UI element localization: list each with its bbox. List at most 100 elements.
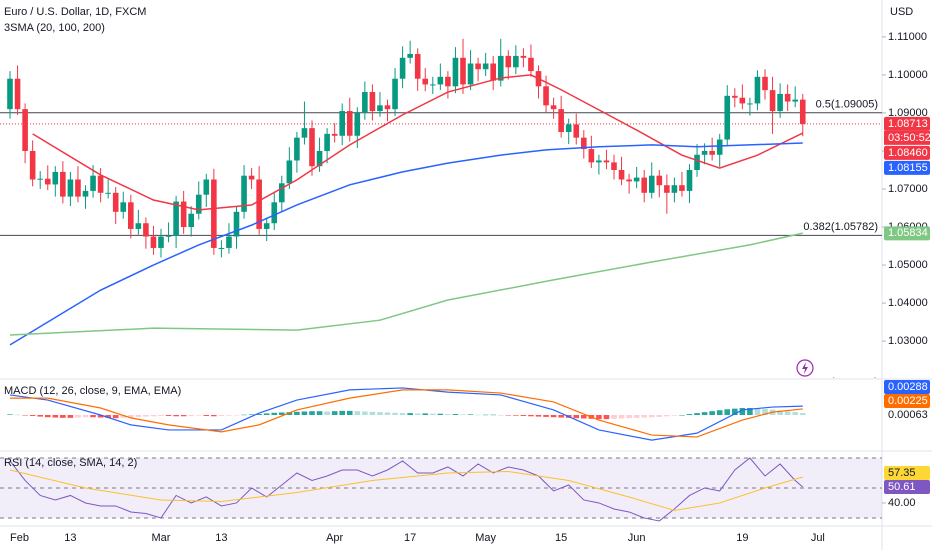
histogram-bar <box>279 412 285 415</box>
histogram-bar <box>29 415 36 416</box>
alert-icon[interactable] <box>796 359 814 377</box>
candle-body <box>241 175 247 212</box>
candle-body <box>709 150 715 155</box>
candle-body <box>37 178 43 180</box>
histogram-bar <box>467 414 474 415</box>
candle-body <box>97 175 104 193</box>
candle-body <box>150 236 157 248</box>
candle-body <box>324 133 330 151</box>
candle-body <box>716 139 723 155</box>
candle-body <box>452 57 459 87</box>
candle-body <box>747 103 753 105</box>
symbol-title: Euro / U.S. Dollar, 1D, FXCM <box>4 6 146 18</box>
level-label: 0.236(1.01705) <box>803 376 878 388</box>
histogram-bar <box>754 408 761 415</box>
histogram-bar <box>505 415 512 416</box>
y-tick-label: 1.10000 <box>888 69 928 81</box>
candle-body <box>279 183 285 203</box>
histogram-bar <box>784 411 791 415</box>
histogram-bar <box>762 408 768 415</box>
candle-body <box>611 162 617 170</box>
histogram-bar <box>777 410 783 415</box>
histogram-bar <box>641 415 647 418</box>
candle-body <box>732 95 738 98</box>
histogram-bar <box>165 415 172 416</box>
candle-body <box>618 169 625 180</box>
series-line <box>9 142 803 346</box>
histogram-bar <box>648 415 655 418</box>
x-tick-label: Jun <box>628 532 646 544</box>
candle-body <box>346 111 353 136</box>
candle-body <box>67 179 74 197</box>
candle-body <box>520 55 527 58</box>
histogram-bar <box>679 415 685 416</box>
histogram-bar <box>44 415 51 418</box>
histogram-bar <box>671 415 678 416</box>
x-tick-label: 15 <box>555 532 567 544</box>
price-label-bg <box>884 226 930 241</box>
candle-body <box>626 179 632 182</box>
candle-body <box>445 76 451 87</box>
last-value-label: 50.61 <box>888 481 916 493</box>
candle-body <box>437 76 444 85</box>
candle-body <box>369 92 376 112</box>
histogram-bar <box>732 408 738 415</box>
histogram-bar <box>90 415 96 418</box>
candle-body <box>354 112 361 136</box>
histogram-bar <box>294 411 300 415</box>
histogram-bar <box>475 414 481 416</box>
last-value-label: 0.00063 <box>888 409 928 421</box>
x-tick-label: 13 <box>64 532 76 544</box>
histogram-bar <box>686 414 693 415</box>
series-line <box>9 469 803 511</box>
x-tick-label: Apr <box>326 532 343 544</box>
histogram-bar <box>407 413 413 415</box>
candle-body <box>263 223 270 229</box>
rsi-pane <box>0 457 882 522</box>
candle-body <box>211 179 217 248</box>
histogram-bar <box>596 415 602 420</box>
histogram-bar <box>97 415 104 418</box>
price-label: 1.05834 <box>888 227 928 239</box>
candle-body <box>44 178 51 185</box>
macd-pane <box>7 387 806 441</box>
histogram-bar <box>37 415 43 417</box>
candle-body <box>165 235 172 237</box>
histogram-bar <box>422 413 429 415</box>
candle-body <box>75 179 81 197</box>
candle-body <box>226 236 232 248</box>
histogram-bar <box>611 415 617 419</box>
histogram-bar <box>399 413 406 415</box>
candle-body <box>271 202 278 224</box>
x-tick-label: May <box>475 532 496 544</box>
histogram-bar <box>256 414 262 415</box>
candle-body <box>565 124 572 132</box>
candle-body <box>29 150 36 180</box>
histogram-bar <box>543 415 549 417</box>
level-label: 0.382(1.05782) <box>803 221 878 233</box>
histogram-bar <box>309 411 315 415</box>
histogram-bar <box>271 412 278 415</box>
candle-body <box>392 78 398 110</box>
histogram-bar <box>520 415 527 416</box>
candle-body <box>482 63 489 70</box>
histogram-bar <box>331 411 338 415</box>
candle-body <box>596 160 602 163</box>
y-tick-label: 1.03000 <box>888 335 928 347</box>
histogram-bar <box>248 414 255 415</box>
x-tick-label: Jul <box>811 532 825 544</box>
candle-body <box>90 175 96 191</box>
histogram-bar <box>626 415 632 419</box>
candle-body <box>158 236 164 248</box>
candle-body <box>105 192 111 194</box>
candle-body <box>588 149 595 163</box>
indicator-title: 3SMA (20, 100, 200) <box>4 22 105 34</box>
histogram-bar <box>241 414 247 416</box>
x-tick-label: Feb <box>10 532 29 544</box>
histogram-bar <box>482 414 489 416</box>
candle-body <box>233 211 240 237</box>
candle-body <box>799 99 806 124</box>
y-tick-label: 1.05000 <box>888 259 928 271</box>
macd-title: MACD (12, 26, close, 9, EMA, EMA) <box>4 385 181 397</box>
